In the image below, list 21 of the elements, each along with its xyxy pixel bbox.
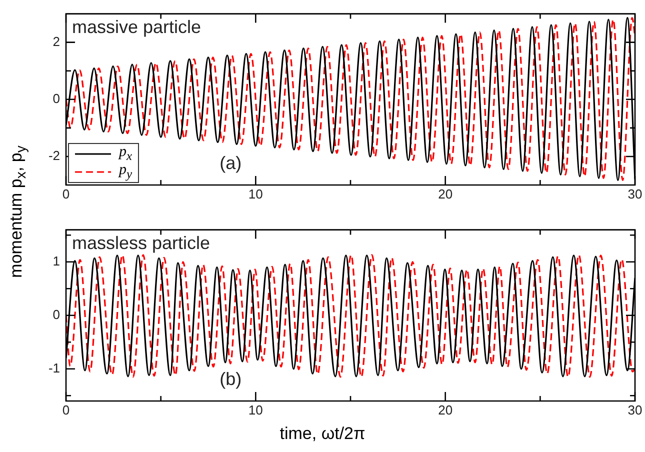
y-tick-label: -1 bbox=[48, 360, 60, 376]
y-tick-label: 0 bbox=[52, 306, 60, 322]
annotation: massive particle bbox=[72, 16, 202, 38]
legend-label: p$_{x}$ bbox=[119, 144, 132, 163]
x-tick-label: 10 bbox=[248, 186, 263, 202]
legend-label: p$_{y}$ bbox=[119, 162, 132, 182]
x-tick-label: 30 bbox=[628, 402, 642, 418]
y-tick-label: 1 bbox=[52, 253, 60, 268]
x-tick-label: 30 bbox=[628, 186, 642, 202]
x-tick-label: 20 bbox=[438, 402, 453, 418]
annotation: massless particle bbox=[72, 232, 210, 254]
y-tick-label: -2 bbox=[48, 148, 60, 164]
x-tick-label: 0 bbox=[62, 402, 70, 418]
x-tick-label: 10 bbox=[248, 402, 263, 418]
y-tick-label: 2 bbox=[52, 34, 60, 49]
x-tick-label: 0 bbox=[62, 186, 70, 202]
annotation: (b) bbox=[220, 369, 242, 390]
annotation: (a) bbox=[220, 153, 242, 174]
y-tick-label: 0 bbox=[52, 90, 60, 106]
x-axis-title: time, ωt/2π bbox=[278, 424, 366, 444]
x-tick-label: 20 bbox=[438, 186, 453, 202]
